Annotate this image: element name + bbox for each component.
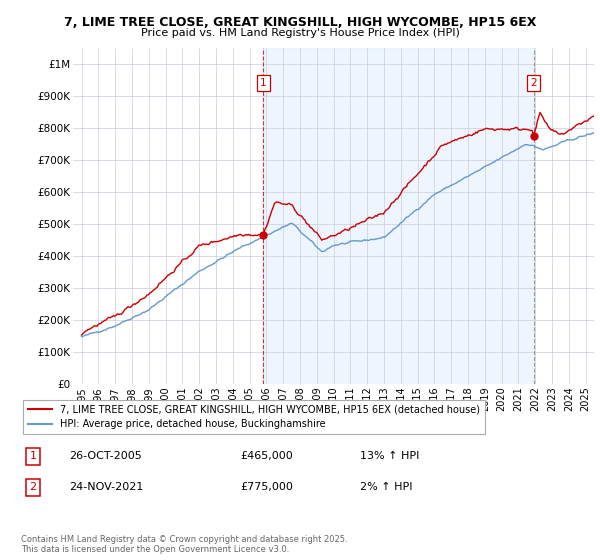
Legend: 7, LIME TREE CLOSE, GREAT KINGSHILL, HIGH WYCOMBE, HP15 6EX (detached house), HP: 7, LIME TREE CLOSE, GREAT KINGSHILL, HIG… — [23, 400, 485, 434]
Text: Price paid vs. HM Land Registry's House Price Index (HPI): Price paid vs. HM Land Registry's House … — [140, 28, 460, 38]
Text: 13% ↑ HPI: 13% ↑ HPI — [360, 451, 419, 461]
Text: 1: 1 — [260, 78, 266, 88]
Text: 7, LIME TREE CLOSE, GREAT KINGSHILL, HIGH WYCOMBE, HP15 6EX: 7, LIME TREE CLOSE, GREAT KINGSHILL, HIG… — [64, 16, 536, 29]
Text: 2: 2 — [530, 78, 537, 88]
Text: 24-NOV-2021: 24-NOV-2021 — [69, 482, 143, 492]
Text: 26-OCT-2005: 26-OCT-2005 — [69, 451, 142, 461]
Bar — [263, 48, 533, 384]
Text: £465,000: £465,000 — [240, 451, 293, 461]
Text: £775,000: £775,000 — [240, 482, 293, 492]
Text: Contains HM Land Registry data © Crown copyright and database right 2025.
This d: Contains HM Land Registry data © Crown c… — [21, 535, 347, 554]
Text: 2% ↑ HPI: 2% ↑ HPI — [360, 482, 413, 492]
Text: 1: 1 — [29, 451, 37, 461]
Text: 2: 2 — [29, 482, 37, 492]
